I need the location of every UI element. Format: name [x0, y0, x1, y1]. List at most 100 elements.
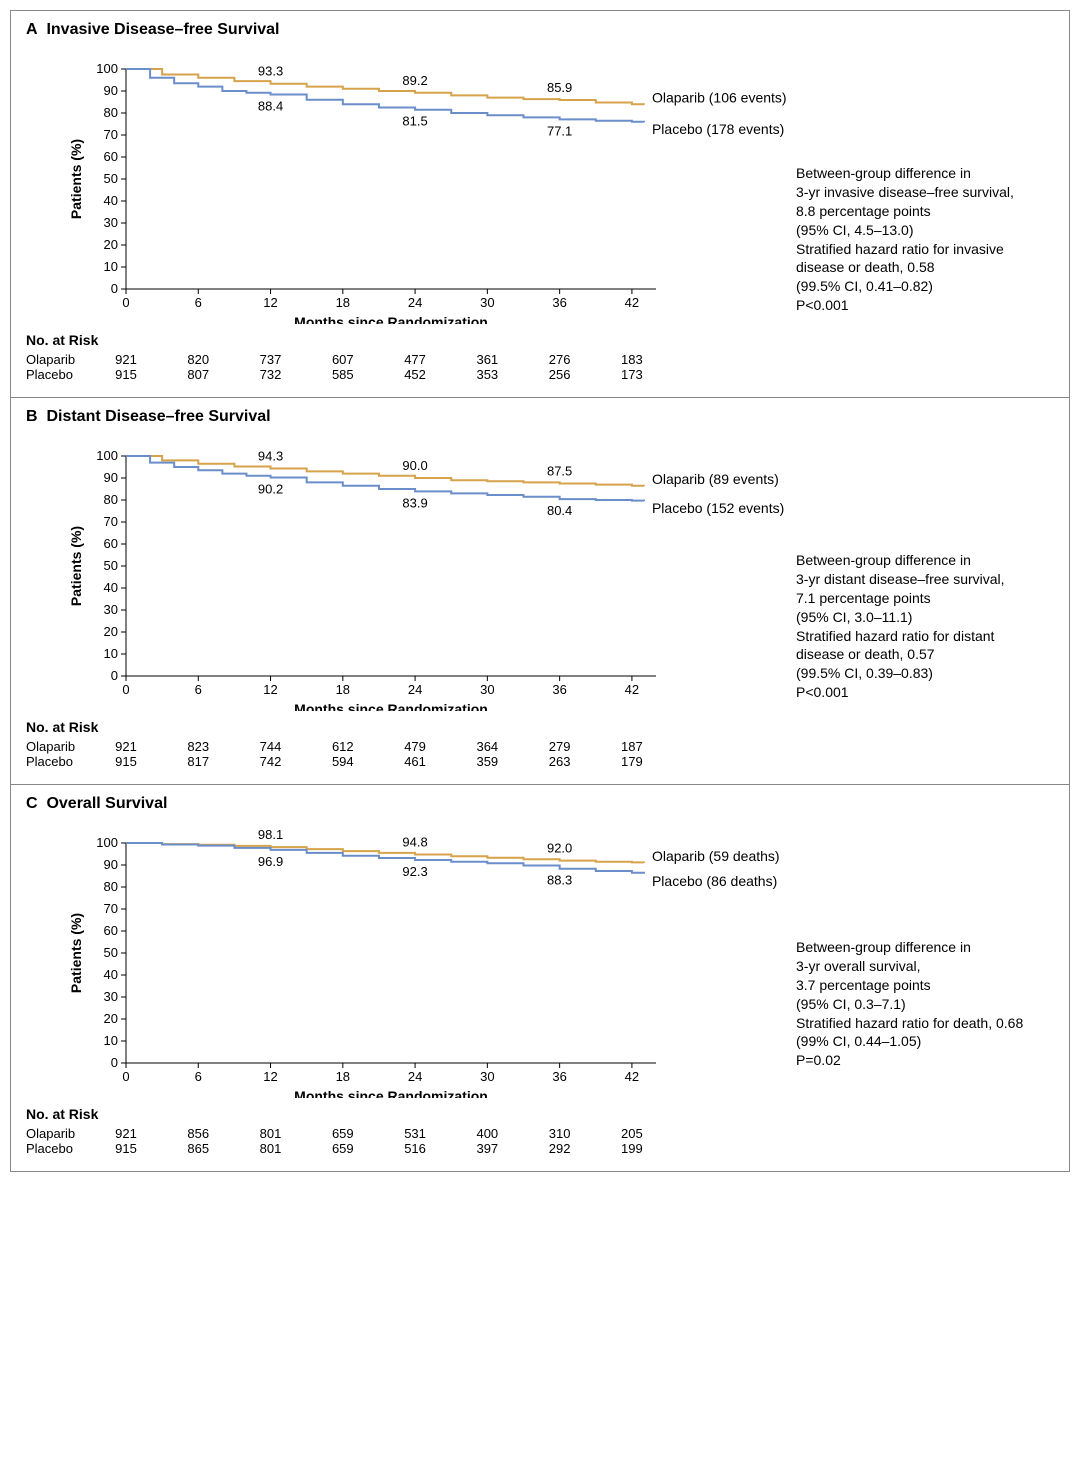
risk-row: Placebo915817742594461359263179: [26, 754, 786, 769]
series-legend-olaparib: Olaparib (89 events): [652, 471, 779, 487]
svg-text:40: 40: [104, 580, 118, 595]
svg-text:30: 30: [104, 989, 118, 1004]
svg-text:90: 90: [104, 857, 118, 872]
svg-text:100: 100: [96, 835, 118, 850]
svg-text:Months since Randomization: Months since Randomization: [294, 1088, 488, 1098]
stats-text: Between-group difference in 3-yr overall…: [796, 938, 1023, 1070]
series-legend-olaparib: Olaparib (106 events): [652, 90, 786, 106]
svg-text:88.4: 88.4: [258, 99, 283, 114]
svg-text:30: 30: [104, 602, 118, 617]
svg-text:0: 0: [111, 1055, 118, 1070]
svg-text:36: 36: [552, 1069, 566, 1084]
svg-text:83.9: 83.9: [402, 495, 427, 510]
svg-text:0: 0: [122, 295, 129, 310]
svg-text:18: 18: [336, 1069, 350, 1084]
svg-text:42: 42: [625, 295, 639, 310]
svg-text:96.9: 96.9: [258, 854, 283, 869]
svg-text:0: 0: [122, 682, 129, 697]
svg-text:30: 30: [480, 295, 494, 310]
stats-text: Between-group difference in 3-yr invasiv…: [796, 164, 1014, 315]
series-legend-placebo: Placebo (178 events): [652, 121, 784, 137]
svg-text:94.8: 94.8: [402, 834, 427, 849]
svg-text:10: 10: [104, 259, 118, 274]
risk-row: Olaparib921820737607477361276183: [26, 352, 786, 367]
svg-text:6: 6: [195, 295, 202, 310]
svg-text:12: 12: [263, 682, 277, 697]
svg-text:50: 50: [104, 171, 118, 186]
svg-text:80.4: 80.4: [547, 503, 572, 518]
svg-text:92.0: 92.0: [547, 841, 572, 856]
svg-text:18: 18: [336, 682, 350, 697]
svg-text:10: 10: [104, 1033, 118, 1048]
svg-text:50: 50: [104, 558, 118, 573]
km-chart: 010203040506070809010006121824303642Pati…: [26, 818, 786, 1098]
svg-text:24: 24: [408, 295, 422, 310]
risk-row: Placebo915807732585452353256173: [26, 367, 786, 382]
svg-text:Months since Randomization: Months since Randomization: [294, 314, 488, 324]
svg-text:40: 40: [104, 967, 118, 982]
svg-text:10: 10: [104, 646, 118, 661]
risk-table: No. at RiskOlaparib921820737607477361276…: [26, 332, 786, 382]
svg-text:12: 12: [263, 1069, 277, 1084]
svg-text:81.5: 81.5: [402, 114, 427, 129]
risk-table: No. at RiskOlaparib921823744612479364279…: [26, 719, 786, 769]
svg-text:30: 30: [480, 1069, 494, 1084]
svg-text:0: 0: [111, 668, 118, 683]
svg-text:70: 70: [104, 127, 118, 142]
survival-panel-b: B Distant Disease–free Survival010203040…: [10, 398, 1070, 785]
svg-text:20: 20: [104, 1011, 118, 1026]
svg-text:Patients (%): Patients (%): [68, 139, 84, 219]
svg-text:60: 60: [104, 536, 118, 551]
svg-text:36: 36: [552, 295, 566, 310]
svg-text:100: 100: [96, 448, 118, 463]
svg-text:42: 42: [625, 682, 639, 697]
svg-text:24: 24: [408, 682, 422, 697]
svg-text:100: 100: [96, 61, 118, 76]
svg-text:0: 0: [111, 281, 118, 296]
svg-text:89.2: 89.2: [402, 73, 427, 88]
svg-text:70: 70: [104, 514, 118, 529]
svg-text:60: 60: [104, 923, 118, 938]
svg-text:42: 42: [625, 1069, 639, 1084]
svg-text:80: 80: [104, 879, 118, 894]
svg-text:20: 20: [104, 237, 118, 252]
svg-text:80: 80: [104, 492, 118, 507]
svg-text:30: 30: [480, 682, 494, 697]
series-legend-placebo: Placebo (86 deaths): [652, 873, 777, 889]
svg-text:18: 18: [336, 295, 350, 310]
svg-text:0: 0: [122, 1069, 129, 1084]
km-chart: 010203040506070809010006121824303642Pati…: [26, 44, 786, 324]
risk-row: Olaparib921823744612479364279187: [26, 739, 786, 754]
svg-text:40: 40: [104, 193, 118, 208]
svg-text:94.3: 94.3: [258, 449, 283, 464]
svg-text:90.2: 90.2: [258, 482, 283, 497]
risk-table: No. at RiskOlaparib921856801659531400310…: [26, 1106, 786, 1156]
panel-title: C Overall Survival: [26, 795, 1054, 813]
risk-row: Placebo915865801659516397292199: [26, 1141, 786, 1156]
svg-text:6: 6: [195, 1069, 202, 1084]
svg-text:12: 12: [263, 295, 277, 310]
risk-row: Olaparib921856801659531400310205: [26, 1126, 786, 1141]
svg-text:85.9: 85.9: [547, 80, 572, 95]
svg-text:93.3: 93.3: [258, 64, 283, 79]
svg-text:70: 70: [104, 901, 118, 916]
svg-text:30: 30: [104, 215, 118, 230]
svg-text:36: 36: [552, 682, 566, 697]
svg-text:77.1: 77.1: [547, 123, 572, 138]
series-legend-olaparib: Olaparib (59 deaths): [652, 848, 780, 864]
svg-text:98.1: 98.1: [258, 827, 283, 842]
svg-text:Patients (%): Patients (%): [68, 913, 84, 993]
panel-title: A Invasive Disease–free Survival: [26, 21, 1054, 39]
svg-text:88.3: 88.3: [547, 873, 572, 888]
svg-text:90: 90: [104, 470, 118, 485]
km-chart: 010203040506070809010006121824303642Pati…: [26, 431, 786, 711]
stats-text: Between-group difference in 3-yr distant…: [796, 551, 1005, 702]
svg-text:90: 90: [104, 83, 118, 98]
survival-panel-a: A Invasive Disease–free Survival 0 10 20 30 4…: [10, 10, 1070, 398]
svg-text:Months since Randomization: Months since Randomization: [294, 701, 488, 711]
svg-text:80: 80: [104, 105, 118, 120]
svg-text:24: 24: [408, 1069, 422, 1084]
series-legend-placebo: Placebo (152 events): [652, 500, 784, 516]
svg-text:90.0: 90.0: [402, 458, 427, 473]
svg-text:Patients (%): Patients (%): [68, 526, 84, 606]
